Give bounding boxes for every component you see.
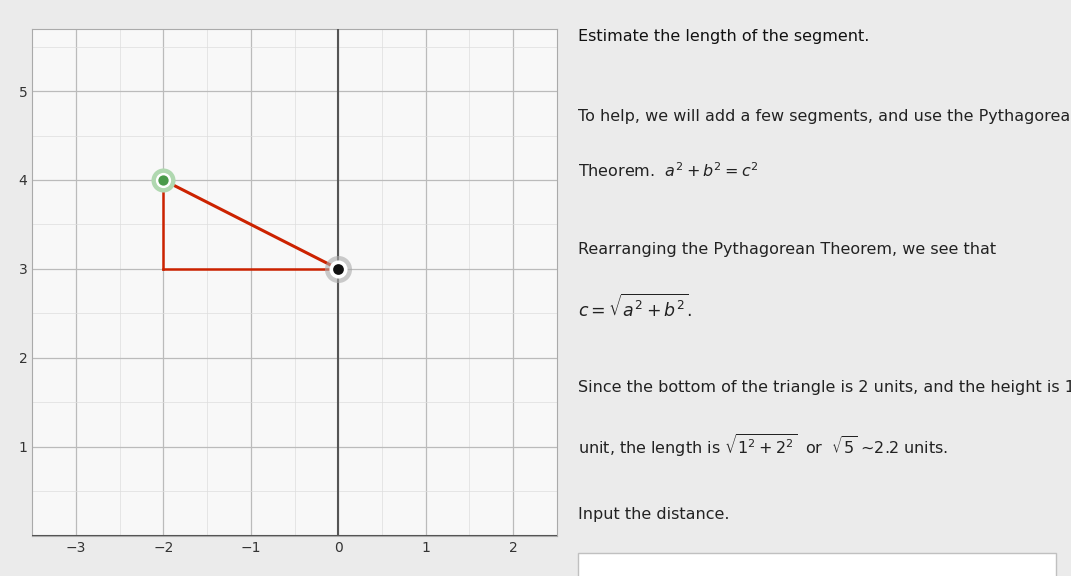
Point (154, 175, 171, 184)
Text: Since the bottom of the triangle is 2 units, and the height is 1: Since the bottom of the triangle is 2 un… (577, 380, 1071, 395)
FancyBboxPatch shape (577, 553, 1056, 576)
Point (330, 264, 347, 274)
Text: To help, we will add a few segments, and use the Pythagorean: To help, we will add a few segments, and… (577, 109, 1071, 124)
Point (154, 175, 171, 184)
Text: $c = \sqrt{a^2 + b^2}$.: $c = \sqrt{a^2 + b^2}$. (577, 294, 692, 321)
Text: unit, the length is $\sqrt{1^2 + 2^2}$  or  $\sqrt{5}$ ~2.2 units.: unit, the length is $\sqrt{1^2 + 2^2}$ o… (577, 432, 948, 459)
Text: Rearranging the Pythagorean Theorem, we see that: Rearranging the Pythagorean Theorem, we … (577, 242, 996, 257)
Text: Theorem.  $a^2 + b^2 = c^2$: Theorem. $a^2 + b^2 = c^2$ (577, 161, 758, 180)
Point (330, 264, 347, 274)
Text: Input the distance.: Input the distance. (577, 507, 729, 522)
Point (330, 264, 347, 274)
Point (154, 175, 171, 184)
Text: Estimate the length of the segment.: Estimate the length of the segment. (577, 29, 869, 44)
